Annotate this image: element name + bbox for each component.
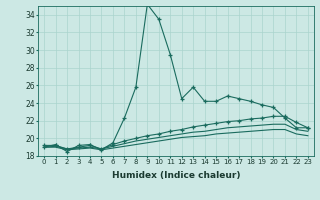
X-axis label: Humidex (Indice chaleur): Humidex (Indice chaleur)	[112, 171, 240, 180]
